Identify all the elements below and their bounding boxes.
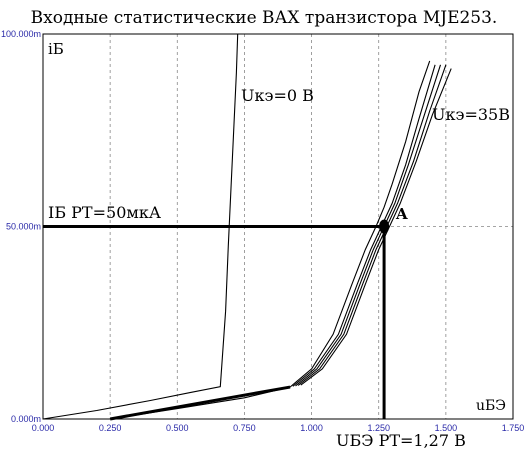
x-tick-label-6: 1.500 xyxy=(435,423,458,433)
series-label-uke-35: Uкэ=35В xyxy=(432,105,510,124)
series-line-0 xyxy=(42,33,239,420)
series xyxy=(42,33,452,420)
series-label-uke-0: Uкэ=0 В xyxy=(241,86,314,105)
x-tick-label-7: 1.750 xyxy=(502,423,525,433)
operating-point-marker xyxy=(379,219,390,234)
y-tick-label-1: 50.000m xyxy=(6,222,41,232)
ib-rt-label: IБ РТ=50мкА xyxy=(48,203,161,222)
y-axis-label: iБ xyxy=(48,40,64,58)
x-tick-label-2: 0.500 xyxy=(166,423,189,433)
axis-ticks: 0.000 0.250 0.500 0.750 1.000 1.250 1.500 1.750… xyxy=(1,29,524,433)
series-line-2 xyxy=(292,64,436,387)
load-line-thick xyxy=(109,385,291,421)
chart-title: Входные статистические ВАХ транзистора M… xyxy=(31,8,498,28)
y-tick-label-0: 0.000m xyxy=(11,414,41,424)
x-tick-label-1: 0.250 xyxy=(99,423,122,433)
x-tick-label-5: 1.250 xyxy=(367,423,390,433)
x-tick-label-3: 0.750 xyxy=(233,423,256,433)
y-tick-label-2: 100.000m xyxy=(1,29,41,39)
x-axis-label: uБЭ xyxy=(476,398,506,414)
x-tick-label-0: 0.000 xyxy=(32,423,55,433)
ube-rt-label: UБЭ РТ=1,27 В xyxy=(336,431,466,450)
x-tick-label-4: 1.000 xyxy=(300,423,323,433)
series-line-3 xyxy=(295,64,442,387)
operating-point-construction xyxy=(43,219,390,421)
labels: iБ uБЭ Uкэ=0 В Uкэ=35В IБ РТ=50мкА A UБЭ РТ=1,… xyxy=(48,40,510,450)
series-line-1 xyxy=(110,60,431,420)
series-line-4 xyxy=(297,64,447,386)
operating-point-label: A xyxy=(395,205,408,223)
